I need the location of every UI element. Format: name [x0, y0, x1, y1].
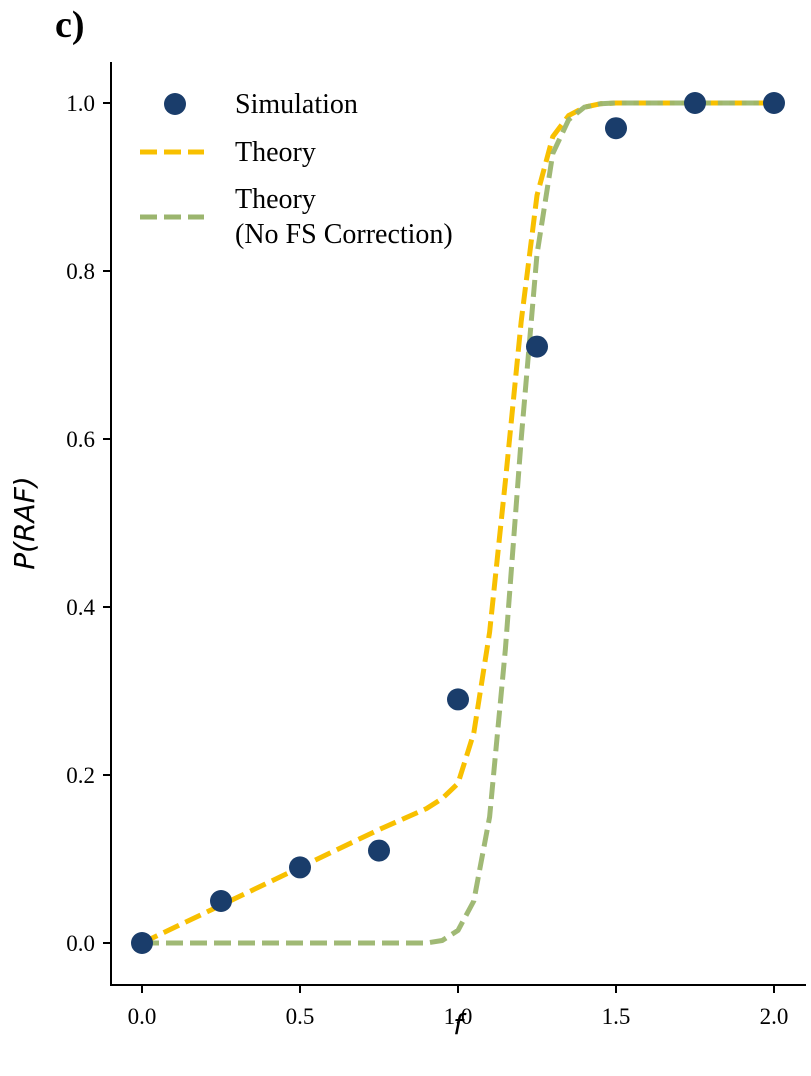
- y-axis-label: P(RAF): [8, 476, 41, 569]
- panel-label: c): [55, 4, 85, 46]
- legend-label-simulation: Simulation: [235, 89, 358, 120]
- simulation-point: [210, 890, 232, 912]
- simulation-point: [684, 92, 706, 114]
- simulation-point: [447, 688, 469, 711]
- simulation-point: [131, 932, 153, 954]
- y-tick-label: 0.6: [66, 427, 95, 452]
- x-tick-label: 2.0: [760, 1004, 789, 1029]
- x-ticks: 0.0 0.5 1.0 1.5 2.0: [128, 985, 789, 1029]
- simulation-point: [763, 92, 785, 114]
- legend-label-theory-no-fs-line1: Theory: [235, 184, 316, 215]
- simulation-point: [289, 856, 311, 879]
- x-tick-label: 0.5: [286, 1004, 315, 1029]
- x-tick-label: 1.0: [444, 1004, 473, 1029]
- legend-label-theory: Theory: [235, 137, 316, 168]
- x-tick-label: 0.0: [128, 1004, 157, 1029]
- legend-label-theory-no-fs-line2: (No FS Correction): [235, 219, 453, 250]
- simulation-point: [605, 117, 627, 140]
- legend-marker-simulation: [164, 93, 186, 115]
- y-tick-label: 0.2: [66, 763, 95, 788]
- y-tick-label: 0.0: [66, 931, 95, 956]
- axes: [110, 62, 806, 986]
- legend: Simulation Theory Theory (No FS Correcti…: [140, 89, 453, 250]
- y-tick-label: 1.0: [66, 91, 95, 116]
- y-tick-label: 0.8: [66, 259, 95, 284]
- simulation-points: [131, 92, 785, 954]
- y-ticks: 0.0 0.2 0.4 0.6 0.8 1.0: [66, 91, 111, 956]
- theory-no-fs-line: [142, 100, 774, 946]
- simulation-point: [526, 335, 548, 358]
- simulation-point: [368, 839, 390, 862]
- x-tick-label: 1.5: [602, 1004, 631, 1029]
- theory-lines: [140, 100, 774, 946]
- y-tick-label: 0.4: [66, 595, 95, 620]
